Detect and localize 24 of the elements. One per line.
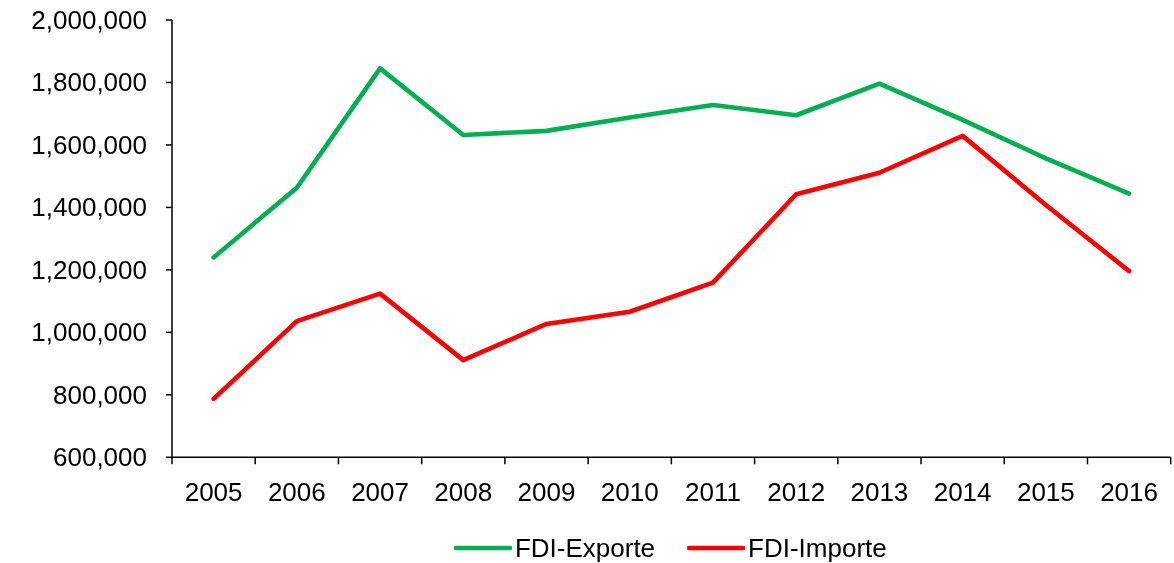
y-tick-label: 1,600,000 <box>31 129 147 160</box>
x-tick-label: 2014 <box>933 477 992 507</box>
y-tick-label: 1,000,000 <box>31 317 147 348</box>
x-tick-label: 2008 <box>434 477 493 507</box>
legend-label: FDI-Exporte <box>514 533 656 563</box>
x-tick-label: 2011 <box>685 477 741 507</box>
x-tick-label: 2012 <box>767 477 826 507</box>
y-tick-label: 2,000,000 <box>31 5 147 35</box>
y-tick-label: 1,400,000 <box>31 192 147 223</box>
x-tick-label: 2005 <box>184 477 243 507</box>
legend-label: FDI-Importe <box>748 533 887 563</box>
x-tick-label: 2007 <box>351 477 409 507</box>
line-series <box>211 133 1132 402</box>
x-tick-label: 2016 <box>1100 477 1159 507</box>
y-tick-label: 1,800,000 <box>31 67 147 98</box>
line-series <box>211 66 1132 260</box>
y-tick-label: 600,000 <box>53 442 147 473</box>
x-tick-label: 2015 <box>1016 477 1075 507</box>
x-tick-label: 2009 <box>517 477 576 507</box>
y-tick-label: 800,000 <box>53 379 147 410</box>
x-tick-label: 2010 <box>600 477 659 507</box>
x-tick-label: 2006 <box>267 477 326 507</box>
y-tick-label: 1,200,000 <box>31 254 147 285</box>
x-tick-label: 2013 <box>850 477 909 507</box>
